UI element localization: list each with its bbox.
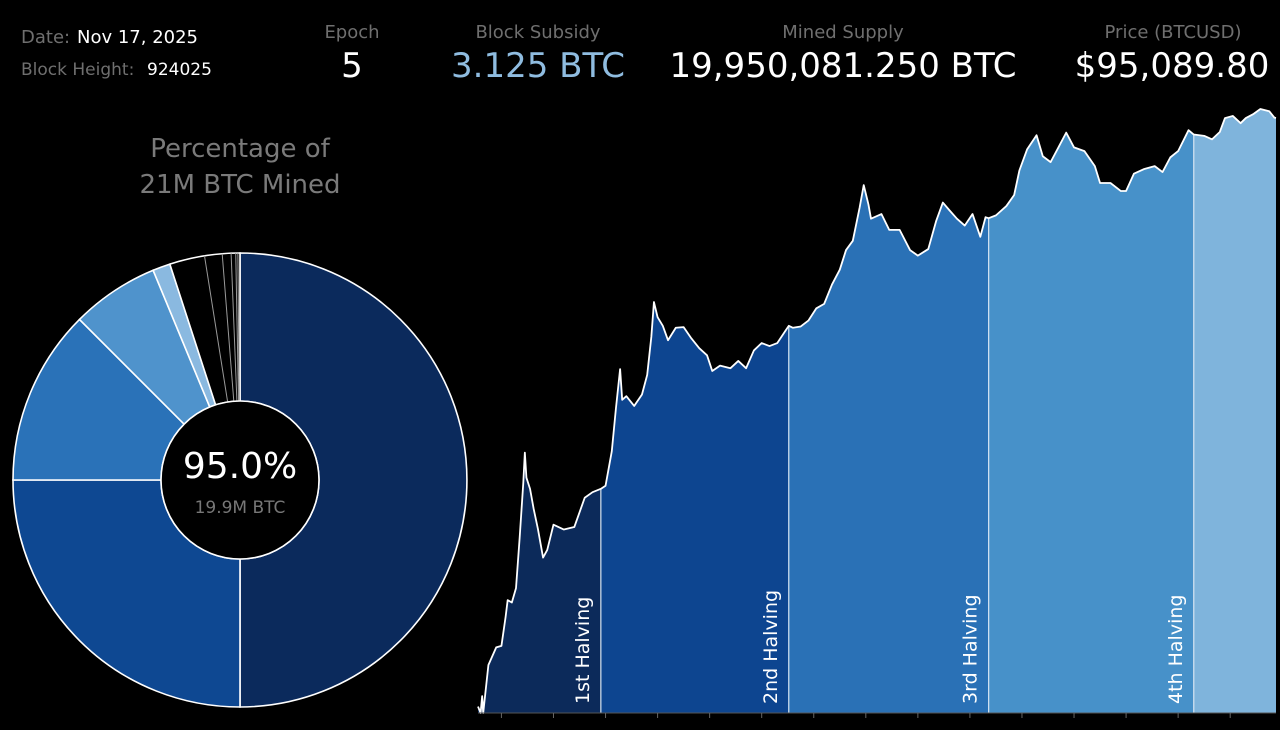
block-subsidy-value: 3.125 BTC — [451, 46, 625, 86]
mined-supply-label: Mined Supply — [782, 22, 904, 43]
pie-chart-title: Percentage of 21M BTC Mined — [120, 131, 360, 203]
pie-future-divider-4 — [235, 253, 240, 402]
epoch-value: 5 — [341, 46, 363, 86]
epoch-area-5 — [1193, 109, 1276, 714]
pie-future-divider-1 — [203, 255, 229, 403]
epoch-area-3 — [788, 185, 989, 713]
date-label: Date: — [21, 27, 71, 48]
halving-label-2: 2nd Halving — [760, 590, 782, 704]
pie-future-divider-3 — [230, 253, 238, 402]
pie-chart — [12, 252, 468, 708]
epoch-label: Epoch — [324, 22, 380, 43]
block-height-value: 924025 — [147, 60, 212, 80]
block-height-label: Block Height: — [21, 60, 135, 80]
pie-center-hole — [160, 400, 320, 560]
price-series-line — [477, 108, 1277, 714]
halving-label-3: 3rd Halving — [960, 594, 982, 704]
pie-future-divider-5 — [237, 253, 240, 402]
date-value: Nov 17, 2025 — [77, 27, 199, 48]
mined-supply-value: 19,950,081.250 BTC — [669, 46, 1017, 86]
pie-title-text: Percentage of 21M BTC Mined — [139, 134, 341, 200]
pie-center-percentage: 95.0% — [182, 446, 298, 487]
halving-label-4: 4th Halving — [1165, 595, 1187, 704]
pie-future-divider-2 — [221, 253, 235, 402]
block-subsidy-label: Block Subsidy — [475, 22, 601, 43]
halving-label-1: 1st Halving — [572, 597, 594, 704]
epoch-area-1 — [478, 452, 601, 713]
price-value: $95,089.80 — [1074, 46, 1270, 86]
epoch-area-4 — [988, 130, 1194, 713]
price-label: Price (BTCUSD) — [1104, 22, 1242, 43]
pie-center-sublabel: 19.9M BTC — [194, 498, 286, 518]
epoch-area-2 — [600, 302, 789, 713]
